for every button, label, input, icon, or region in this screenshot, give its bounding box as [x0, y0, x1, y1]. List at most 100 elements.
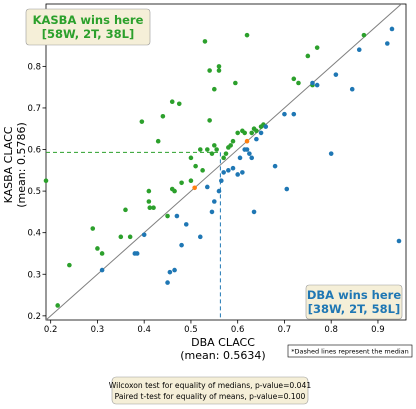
y-tick-label: 0.5	[27, 187, 41, 197]
point-kasba	[242, 130, 248, 136]
point-dba	[197, 234, 203, 240]
x-tick-label: 0.6	[231, 325, 245, 335]
point-dba	[349, 86, 355, 92]
point-dba	[165, 280, 170, 285]
point-kasba	[118, 234, 124, 240]
point-dba	[183, 222, 189, 227]
dba-wins-box	[305, 284, 403, 320]
point-dba	[134, 251, 140, 256]
point-kasba	[228, 143, 233, 148]
point-kasba	[172, 188, 177, 194]
point-dba	[254, 136, 259, 142]
point-kasba	[233, 80, 238, 86]
stats-box	[111, 376, 309, 405]
point-kasba	[221, 155, 226, 161]
point-kasba	[216, 68, 222, 73]
point-kasba	[212, 86, 217, 92]
point-kasba	[200, 168, 205, 173]
point-dba	[244, 147, 250, 152]
point-dba	[328, 151, 334, 156]
point-kasba	[179, 180, 184, 186]
point-kasba	[55, 303, 60, 308]
point-dba	[99, 267, 105, 273]
point-kasba	[204, 147, 210, 152]
point-kasba	[291, 76, 297, 82]
dba-wins-title: DBA wins here	[307, 288, 401, 302]
point-dba	[291, 111, 297, 117]
point-kasba	[249, 130, 255, 136]
point-tie	[192, 185, 197, 191]
x-tick-label: 0.9	[371, 325, 385, 335]
y-tick-label: 0.8	[27, 62, 41, 72]
point-dba	[216, 188, 222, 194]
point-kasba	[230, 138, 236, 144]
point-kasba	[223, 151, 229, 156]
point-kasba	[244, 32, 250, 38]
x-tick-label: 0.4	[137, 325, 151, 335]
point-kasba	[207, 118, 212, 123]
point-kasba	[254, 128, 259, 134]
point-kasba	[67, 262, 72, 268]
point-dba	[284, 186, 290, 192]
point-kasba	[147, 205, 153, 211]
point-dba	[179, 242, 184, 248]
point-dba	[389, 26, 395, 32]
point-tie	[244, 138, 250, 144]
x-tick-label: 0.7	[278, 325, 292, 335]
x-axis-ticks: 0.2 0.3 0.4 0.5 0.6 0.7 0.8 0.9	[44, 320, 385, 335]
plot-frame	[45, 3, 407, 321]
point-kasba	[99, 251, 105, 256]
y-axis-label: KASBA CLACC	[2, 126, 15, 203]
point-kasba	[216, 64, 222, 69]
point-dba	[240, 170, 245, 175]
point-dba	[226, 168, 231, 173]
point-kasba	[146, 188, 152, 194]
y-tick-label: 0.7	[27, 104, 41, 114]
point-kasba	[139, 119, 145, 124]
diagonal-line	[45, 3, 402, 321]
point-dba	[209, 209, 215, 215]
y-axis-label-mean: (mean: 0.5786)	[15, 122, 28, 207]
point-dba	[174, 213, 180, 219]
data-points	[43, 26, 402, 308]
kasba-wins-title: KASBA wins here	[33, 13, 144, 27]
point-kasba	[361, 32, 367, 38]
point-kasba	[314, 45, 320, 50]
point-kasba	[235, 130, 240, 136]
kasba-wins-box	[25, 8, 151, 46]
point-dba	[247, 151, 252, 156]
point-kasba	[151, 205, 156, 211]
ttest-result: Paired t-test for equality of means, p-v…	[115, 392, 306, 401]
point-kasba	[155, 138, 161, 144]
point-dba	[212, 199, 217, 204]
point-dba	[251, 209, 257, 215]
dba-wins-record: [38W, 2T, 58L]	[308, 302, 401, 316]
point-kasba	[296, 80, 301, 86]
point-dba	[221, 170, 226, 175]
x-tick-label: 0.2	[44, 325, 58, 335]
x-tick-label: 0.3	[91, 325, 105, 335]
point-dba	[384, 41, 390, 46]
point-dba	[310, 80, 315, 86]
point-kasba	[209, 151, 215, 156]
point-dba	[237, 155, 243, 161]
point-dba	[219, 178, 224, 184]
point-kasba	[90, 226, 96, 231]
point-dba	[396, 238, 402, 244]
point-dba	[230, 165, 236, 171]
point-dba	[235, 172, 240, 177]
x-axis-label: DBA CLACC	[191, 336, 255, 349]
point-kasba	[197, 147, 203, 152]
point-kasba	[146, 199, 152, 204]
point-kasba	[43, 178, 49, 184]
point-dba	[314, 82, 320, 88]
wilcoxon-result: Wilcoxon test for equality of medians, p…	[109, 381, 312, 390]
point-kasba	[160, 113, 166, 119]
point-dba	[141, 232, 147, 238]
point-kasba	[188, 155, 194, 161]
point-dba	[356, 47, 362, 53]
median-note-box	[287, 344, 413, 358]
y-tick-label: 0.6	[27, 146, 41, 156]
point-kasba	[202, 39, 208, 44]
